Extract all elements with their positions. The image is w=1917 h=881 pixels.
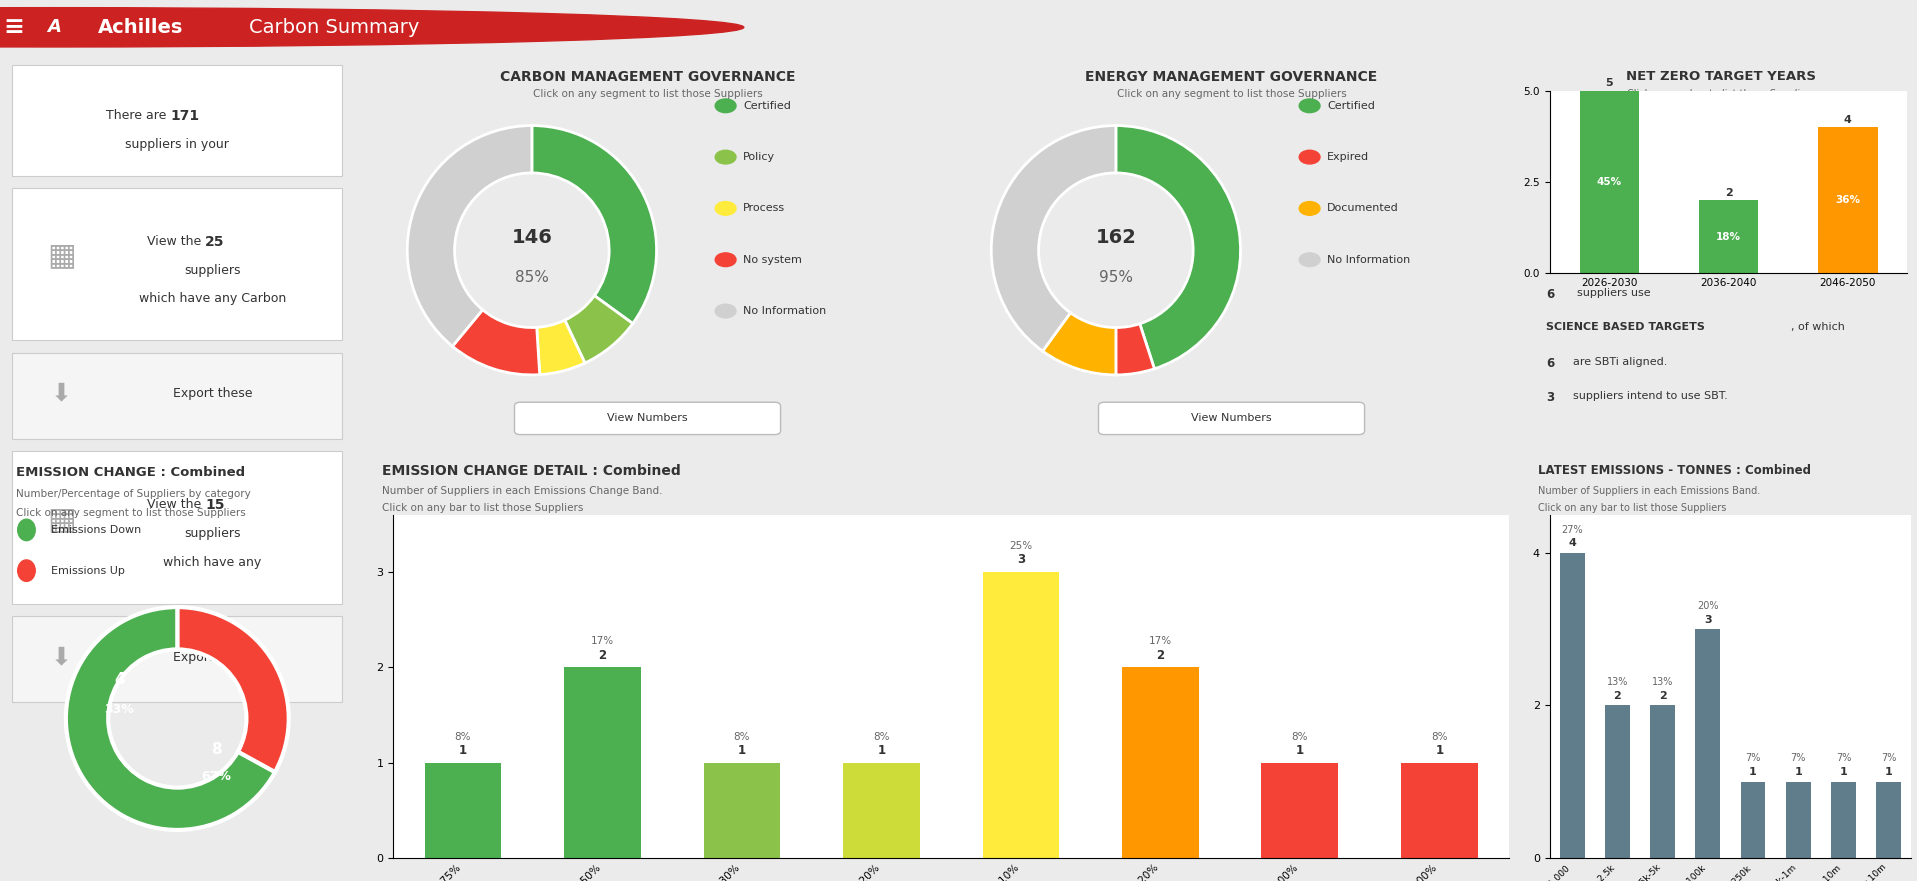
Text: 171: 171: [171, 108, 199, 122]
Text: 15: 15: [205, 498, 224, 512]
Text: SCIENCE BASED TARGETS: SCIENCE BASED TARGETS: [1545, 322, 1704, 332]
Text: No Information: No Information: [1327, 255, 1411, 264]
Text: ▦: ▦: [48, 505, 77, 534]
Text: LATEST EMISSIONS - TONNES : Combined: LATEST EMISSIONS - TONNES : Combined: [1537, 464, 1812, 478]
FancyBboxPatch shape: [12, 616, 341, 702]
Circle shape: [715, 253, 736, 267]
Circle shape: [1300, 151, 1321, 164]
Text: Click on any bar to list those Suppliers: Click on any bar to list those Suppliers: [1626, 89, 1815, 99]
Text: Certified: Certified: [1327, 100, 1374, 111]
Text: View the: View the: [148, 499, 205, 511]
Text: Number of Suppliers in each Emissions Change Band.: Number of Suppliers in each Emissions Ch…: [381, 485, 661, 496]
Text: Number/Percentage of Suppliers by category: Number/Percentage of Suppliers by catego…: [15, 489, 251, 500]
FancyBboxPatch shape: [12, 352, 341, 439]
Text: Click on any segment to list those Suppliers: Click on any segment to list those Suppl…: [533, 89, 763, 99]
Text: Click on any segment to list those Suppliers: Click on any segment to list those Suppl…: [15, 508, 245, 519]
Text: A: A: [46, 19, 61, 36]
FancyBboxPatch shape: [514, 403, 780, 434]
Text: No Information: No Information: [744, 306, 826, 316]
Text: ▦: ▦: [48, 241, 77, 270]
Text: Achilles: Achilles: [98, 18, 184, 37]
Circle shape: [1300, 99, 1321, 113]
Text: No system: No system: [744, 255, 801, 264]
Circle shape: [1300, 253, 1321, 267]
Circle shape: [17, 560, 35, 581]
Circle shape: [715, 304, 736, 318]
Text: Click on any segment to list those Suppliers: Click on any segment to list those Suppl…: [1118, 89, 1346, 99]
Text: Export these: Export these: [173, 388, 253, 400]
Text: Click on any bar to list those Suppliers: Click on any bar to list those Suppliers: [381, 503, 583, 513]
Circle shape: [715, 99, 736, 113]
FancyBboxPatch shape: [12, 64, 341, 175]
Text: ≡: ≡: [4, 15, 23, 40]
Text: Emissions Up: Emissions Up: [52, 566, 125, 575]
Text: suppliers in your: suppliers in your: [125, 138, 230, 151]
Text: suppliers intend to use SBT.: suppliers intend to use SBT.: [1574, 391, 1727, 401]
Text: Export these: Export these: [173, 650, 253, 663]
Text: Carbon Summary: Carbon Summary: [249, 18, 420, 37]
Text: View Numbers: View Numbers: [608, 413, 688, 423]
Text: 3: 3: [1545, 391, 1555, 403]
Circle shape: [715, 202, 736, 215]
Text: suppliers: suppliers: [184, 263, 242, 277]
Text: Expired: Expired: [1327, 152, 1369, 162]
Text: EMISSION CHANGE DETAIL : Combined: EMISSION CHANGE DETAIL : Combined: [381, 464, 681, 478]
Text: Emissions Down: Emissions Down: [52, 525, 142, 535]
Text: 25: 25: [205, 234, 224, 248]
Text: CARBON MANAGEMENT GOVERNANCE: CARBON MANAGEMENT GOVERNANCE: [500, 70, 796, 84]
Text: Certified: Certified: [744, 100, 792, 111]
Text: View the: View the: [148, 235, 205, 248]
FancyBboxPatch shape: [12, 188, 341, 340]
Text: Number of Suppliers in each Emissions Band.: Number of Suppliers in each Emissions Ba…: [1537, 485, 1760, 496]
Text: There are: There are: [105, 109, 171, 122]
Text: which have any Carbon: which have any Carbon: [138, 292, 286, 305]
Text: 6: 6: [1545, 288, 1555, 301]
Text: Policy: Policy: [744, 152, 774, 162]
Text: Click on any bar to list those Suppliers: Click on any bar to list those Suppliers: [1537, 503, 1727, 513]
Text: ⬇: ⬇: [52, 381, 73, 406]
Circle shape: [17, 519, 35, 541]
Text: , of which: , of which: [1790, 322, 1844, 332]
Text: EMISSION CHANGE : Combined: EMISSION CHANGE : Combined: [15, 466, 245, 478]
Text: ENERGY MANAGEMENT GOVERNANCE: ENERGY MANAGEMENT GOVERNANCE: [1085, 70, 1378, 84]
Text: ⬇: ⬇: [52, 645, 73, 669]
Text: NET ZERO TARGET YEARS: NET ZERO TARGET YEARS: [1626, 70, 1815, 83]
FancyBboxPatch shape: [1098, 403, 1365, 434]
FancyBboxPatch shape: [12, 451, 341, 603]
Text: are SBTi aligned.: are SBTi aligned.: [1574, 357, 1668, 366]
Text: View Numbers: View Numbers: [1190, 413, 1271, 423]
Text: Documented: Documented: [1327, 204, 1399, 213]
Circle shape: [715, 151, 736, 164]
Text: Process: Process: [744, 204, 786, 213]
Circle shape: [1300, 202, 1321, 215]
Text: suppliers: suppliers: [184, 527, 242, 540]
Text: which have any: which have any: [163, 556, 261, 569]
Circle shape: [0, 8, 744, 47]
Text: suppliers use: suppliers use: [1578, 288, 1654, 299]
Text: 6: 6: [1545, 357, 1555, 370]
